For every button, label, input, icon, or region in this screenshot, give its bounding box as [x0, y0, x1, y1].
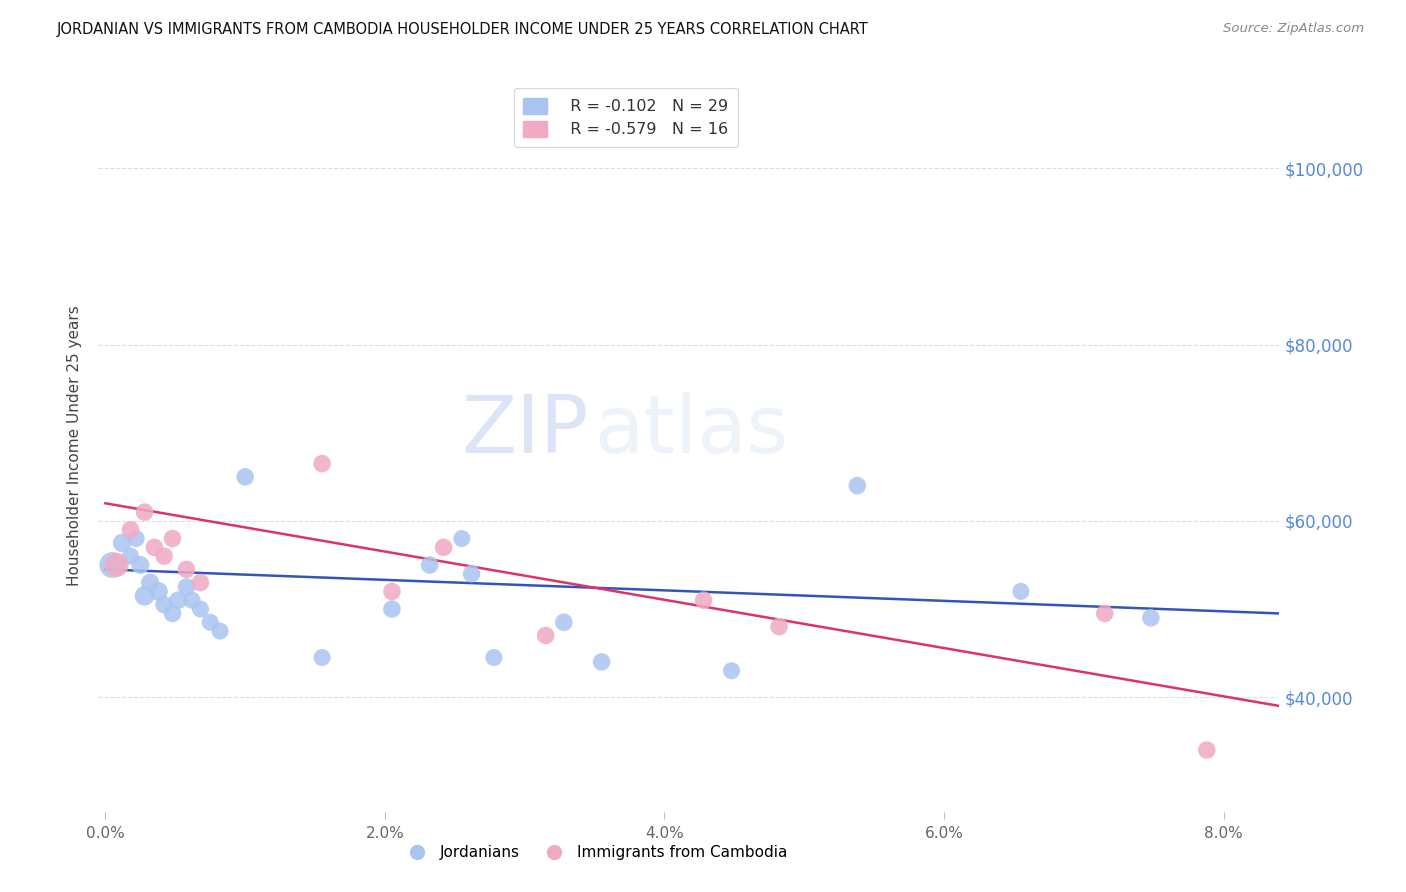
Text: JORDANIAN VS IMMIGRANTS FROM CAMBODIA HOUSEHOLDER INCOME UNDER 25 YEARS CORRELAT: JORDANIAN VS IMMIGRANTS FROM CAMBODIA HO…	[56, 22, 868, 37]
Point	[167, 593, 190, 607]
Point	[143, 541, 166, 555]
Point	[233, 470, 256, 484]
Point	[534, 628, 557, 642]
Point	[162, 607, 184, 621]
Point	[419, 558, 441, 572]
Point	[311, 650, 333, 665]
Point	[460, 566, 482, 581]
Point	[591, 655, 613, 669]
Point	[105, 558, 128, 572]
Point	[134, 505, 156, 519]
Point	[1010, 584, 1032, 599]
Point	[176, 580, 198, 594]
Point	[181, 593, 204, 607]
Point	[1195, 743, 1218, 757]
Point	[692, 593, 714, 607]
Point	[134, 589, 156, 603]
Point	[120, 549, 142, 563]
Point	[200, 615, 222, 630]
Point	[433, 541, 456, 555]
Point	[153, 549, 176, 563]
Point	[139, 575, 162, 590]
Point	[846, 478, 869, 492]
Point	[101, 558, 124, 572]
Point	[553, 615, 575, 630]
Point	[381, 584, 404, 599]
Legend: Jordanians, Immigrants from Cambodia: Jordanians, Immigrants from Cambodia	[396, 839, 793, 866]
Point	[190, 602, 212, 616]
Point	[190, 575, 212, 590]
Point	[381, 602, 404, 616]
Point	[720, 664, 742, 678]
Point	[208, 624, 231, 638]
Point	[129, 558, 152, 572]
Point	[311, 457, 333, 471]
Point	[482, 650, 505, 665]
Point	[162, 532, 184, 546]
Point	[768, 620, 790, 634]
Point	[148, 584, 170, 599]
Text: atlas: atlas	[595, 392, 789, 470]
Point	[176, 562, 198, 576]
Text: Source: ZipAtlas.com: Source: ZipAtlas.com	[1223, 22, 1364, 36]
Point	[1094, 607, 1116, 621]
Text: ZIP: ZIP	[461, 392, 589, 470]
Point	[111, 536, 134, 550]
Point	[1140, 611, 1163, 625]
Y-axis label: Householder Income Under 25 years: Householder Income Under 25 years	[67, 306, 83, 586]
Point	[153, 598, 176, 612]
Point	[450, 532, 472, 546]
Point	[125, 532, 148, 546]
Point	[120, 523, 142, 537]
